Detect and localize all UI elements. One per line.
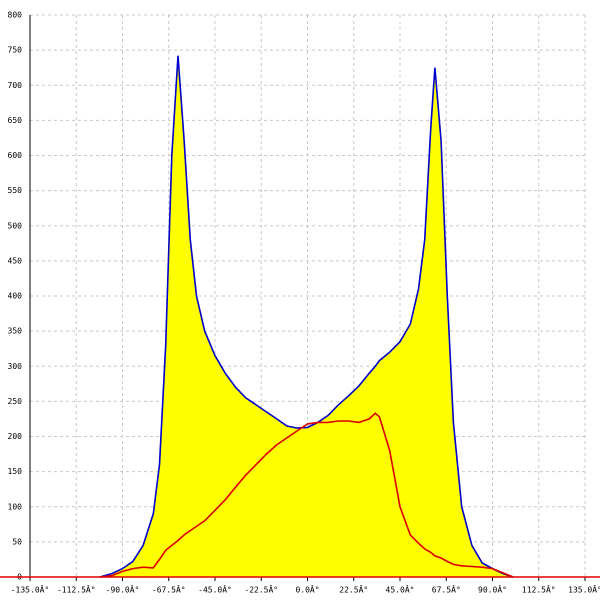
x-tick-label: 45.0Â° [386, 584, 415, 595]
x-tick-label: 22.5Â° [339, 584, 368, 595]
y-tick-label: 300 [8, 362, 23, 371]
x-tick-label: -90.0Â° [106, 584, 140, 595]
x-tick-label: -45.0Â° [198, 584, 232, 595]
x-tick-label: 112.5Â° [522, 584, 556, 595]
y-tick-label: 50 [12, 537, 22, 546]
line [99, 412, 514, 578]
y-tick-label: 100 [8, 502, 23, 511]
y-tick-label: 550 [8, 186, 23, 195]
y-tick-label: 600 [8, 151, 23, 160]
x-tick-label: -112.5Â° [57, 584, 96, 595]
y-tick-label: 800 [8, 11, 23, 20]
line [99, 55, 514, 578]
y-tick-label: 700 [8, 81, 23, 90]
x-tick-label: -22.5Â° [244, 584, 278, 595]
x-tick-label: 135.0Â° [568, 584, 600, 595]
y-tick-label: 200 [8, 432, 23, 441]
x-tick-label: 90.0Â° [478, 584, 507, 595]
area [99, 55, 514, 577]
y-tick-label: 150 [8, 467, 23, 476]
x-tick-label: -135.0Â° [11, 584, 50, 595]
x-tick-label: 67.5Â° [432, 584, 461, 595]
y-tick-label: 400 [8, 292, 23, 301]
y-tick-label: 650 [8, 116, 23, 125]
y-tick-label: 450 [8, 256, 23, 265]
x-tick-label: -67.5Â° [152, 584, 186, 595]
x-tick-label: 0.0Â° [295, 584, 319, 595]
y-tick-label: 750 [8, 46, 23, 55]
y-tick-label: 350 [8, 327, 23, 336]
y-tick-label: 250 [8, 397, 23, 406]
y-tick-label: 500 [8, 221, 23, 230]
